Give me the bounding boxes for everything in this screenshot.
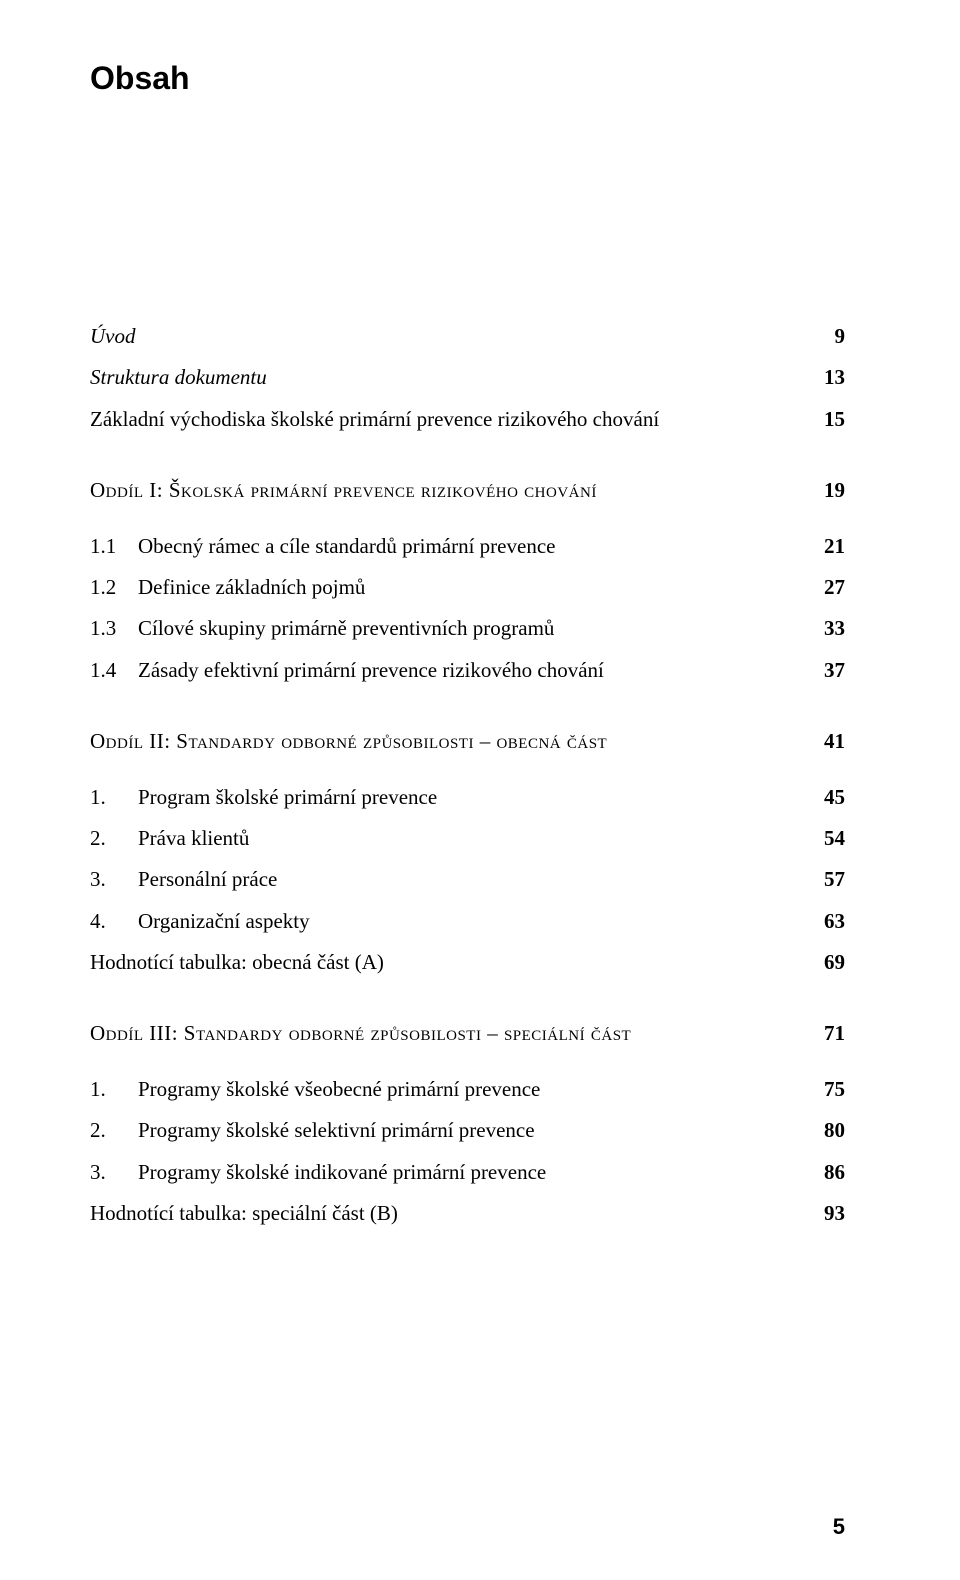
toc-text: Organizační aspekty [138, 907, 310, 936]
toc-page: 45 [805, 783, 845, 812]
toc-page: 75 [805, 1075, 845, 1104]
toc-page: 13 [805, 363, 845, 392]
toc-text: Programy školské selektivní primární pre… [138, 1116, 535, 1145]
toc-text: Program školské primární prevence [138, 783, 437, 812]
toc-row: 3.Programy školské indikované primární p… [90, 1158, 845, 1187]
toc-text: Práva klientů [138, 824, 249, 853]
toc-text: Cílové skupiny primárně preventivních pr… [138, 614, 554, 643]
toc-number: 2. [90, 824, 138, 853]
toc-page: 15 [805, 405, 845, 434]
spacer [90, 769, 845, 783]
toc-number: 1.2 [90, 573, 138, 602]
toc-row: 1.Program školské primární prevence45 [90, 783, 845, 812]
page-title: Obsah [90, 60, 845, 97]
toc-row: Hodnotící tabulka: speciální část (B)93 [90, 1199, 845, 1228]
toc-label: 1.Programy školské všeobecné primární pr… [90, 1075, 805, 1104]
toc-page: 93 [805, 1199, 845, 1228]
toc-row: 4.Organizační aspekty63 [90, 907, 845, 936]
toc-number: 1.4 [90, 656, 138, 685]
toc-row: Základní východiska školské primární pre… [90, 405, 845, 434]
toc-text: Programy školské všeobecné primární prev… [138, 1075, 540, 1104]
toc-text: Obecný rámec a cíle standardů primární p… [138, 532, 555, 561]
toc-page: 41 [805, 727, 845, 756]
toc-row: 1.Programy školské všeobecné primární pr… [90, 1075, 845, 1104]
page-number: 5 [833, 1514, 845, 1540]
spacer [90, 446, 845, 476]
toc-page: 54 [805, 824, 845, 853]
toc-number: 1.3 [90, 614, 138, 643]
toc-page: 69 [805, 948, 845, 977]
toc-row: 1.4Zásady efektivní primární prevence ri… [90, 656, 845, 685]
toc-label: 1.3Cílové skupiny primárně preventivních… [90, 614, 805, 643]
toc-label: 4.Organizační aspekty [90, 907, 805, 936]
spacer [90, 518, 845, 532]
toc-label: Úvod [90, 322, 805, 351]
toc-row: 1.1Obecný rámec a cíle standardů primárn… [90, 532, 845, 561]
toc-row: 2.Práva klientů54 [90, 824, 845, 853]
toc-label: 3.Programy školské indikované primární p… [90, 1158, 805, 1187]
toc-row: 3.Personální práce57 [90, 865, 845, 894]
toc-page: 9 [805, 322, 845, 351]
toc-row: 2.Programy školské selektivní primární p… [90, 1116, 845, 1145]
toc-label: 2.Programy školské selektivní primární p… [90, 1116, 805, 1145]
toc-text: Personální práce [138, 865, 277, 894]
toc-container: Úvod9Struktura dokumentu13Základní výcho… [90, 322, 845, 1228]
toc-number: 2. [90, 1116, 138, 1145]
toc-number: 1. [90, 1075, 138, 1104]
toc-number: 1.1 [90, 532, 138, 561]
toc-page: 57 [805, 865, 845, 894]
toc-number: 4. [90, 907, 138, 936]
toc-row: Úvod9 [90, 322, 845, 351]
toc-label: Hodnotící tabulka: obecná část (A) [90, 948, 805, 977]
toc-row: Oddíl I: Školská primární prevence rizik… [90, 476, 845, 505]
toc-row: 1.2Definice základních pojmů27 [90, 573, 845, 602]
toc-label: Základní východiska školské primární pre… [90, 405, 805, 434]
toc-label: 1.4Zásady efektivní primární prevence ri… [90, 656, 805, 685]
toc-text: Zásady efektivní primární prevence rizik… [138, 656, 604, 685]
toc-page: 21 [805, 532, 845, 561]
toc-number: 1. [90, 783, 138, 812]
toc-label: Hodnotící tabulka: speciální část (B) [90, 1199, 805, 1228]
toc-label: 3.Personální práce [90, 865, 805, 894]
toc-label: 1.2Definice základních pojmů [90, 573, 805, 602]
toc-label: 1.1Obecný rámec a cíle standardů primárn… [90, 532, 805, 561]
toc-label: Oddíl II: Standardy odborné způsobilosti… [90, 727, 805, 756]
toc-label: 2.Práva klientů [90, 824, 805, 853]
toc-page: 63 [805, 907, 845, 936]
toc-label: Oddíl III: Standardy odborné způsobilost… [90, 1019, 805, 1048]
toc-label: Oddíl I: Školská primární prevence rizik… [90, 476, 805, 505]
toc-number: 3. [90, 1158, 138, 1187]
spacer [90, 989, 845, 1019]
toc-row: Oddíl II: Standardy odborné způsobilosti… [90, 727, 845, 756]
spacer [90, 1061, 845, 1075]
toc-page: 27 [805, 573, 845, 602]
toc-page: 19 [805, 476, 845, 505]
toc-text: Definice základních pojmů [138, 573, 365, 602]
toc-page: 71 [805, 1019, 845, 1048]
spacer [90, 697, 845, 727]
toc-number: 3. [90, 865, 138, 894]
toc-row: 1.3Cílové skupiny primárně preventivních… [90, 614, 845, 643]
toc-page: 33 [805, 614, 845, 643]
toc-row: Oddíl III: Standardy odborné způsobilost… [90, 1019, 845, 1048]
toc-label: 1.Program školské primární prevence [90, 783, 805, 812]
toc-page: 80 [805, 1116, 845, 1145]
toc-text: Programy školské indikované primární pre… [138, 1158, 546, 1187]
toc-page: 86 [805, 1158, 845, 1187]
toc-row: Struktura dokumentu13 [90, 363, 845, 392]
toc-row: Hodnotící tabulka: obecná část (A)69 [90, 948, 845, 977]
toc-label: Struktura dokumentu [90, 363, 805, 392]
toc-page: 37 [805, 656, 845, 685]
